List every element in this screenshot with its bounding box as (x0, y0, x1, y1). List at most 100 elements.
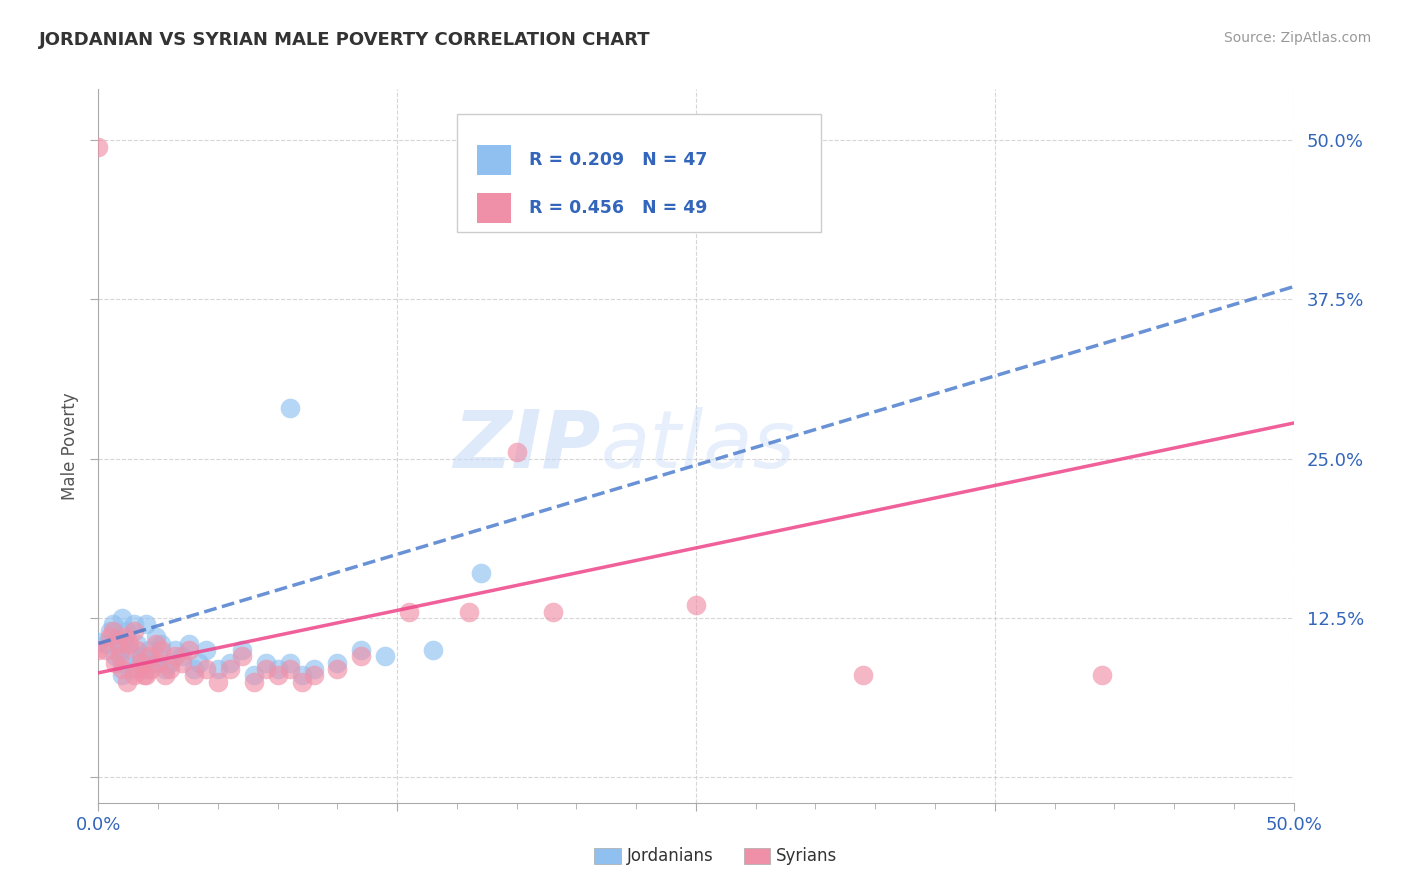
Point (125, 636, 148, 650)
Point (195, 643, 218, 657)
Point (163, 649, 186, 664)
Point (278, 656, 301, 670)
Point (94, 643, 117, 657)
Point (231, 643, 253, 657)
Point (506, 445, 529, 459)
Point (254, 656, 277, 670)
Text: Syrians: Syrians (776, 847, 838, 865)
Point (243, 674, 266, 689)
Point (155, 668, 177, 682)
Point (183, 662, 205, 676)
Point (350, 649, 373, 664)
Point (131, 649, 153, 664)
Point (124, 617, 146, 632)
Point (107, 630, 129, 644)
Point (125, 643, 148, 657)
Point (219, 656, 242, 670)
Point (183, 668, 205, 682)
Point (111, 668, 134, 682)
FancyBboxPatch shape (595, 848, 620, 864)
Point (135, 668, 157, 682)
Point (98, 624, 122, 638)
Point (541, 605, 564, 619)
Point (374, 649, 396, 664)
Text: Source: ZipAtlas.com: Source: ZipAtlas.com (1223, 31, 1371, 45)
Point (326, 656, 349, 670)
Point (101, 617, 124, 632)
Point (291, 674, 314, 689)
Point (207, 674, 229, 689)
Point (115, 624, 138, 638)
Point (159, 656, 181, 670)
Point (138, 649, 160, 664)
Text: R = 0.456   N = 49: R = 0.456 N = 49 (529, 200, 707, 218)
Point (87, 635, 110, 649)
Point (118, 643, 141, 657)
Point (148, 656, 170, 670)
Point (179, 636, 201, 650)
Point (108, 643, 131, 657)
FancyBboxPatch shape (457, 114, 821, 232)
Point (291, 668, 314, 682)
Point (149, 643, 172, 657)
Point (195, 662, 218, 676)
Point (135, 617, 157, 632)
Point (278, 401, 301, 415)
Text: atlas: atlas (600, 407, 796, 485)
Point (187, 656, 209, 670)
Point (458, 605, 481, 619)
Point (148, 649, 170, 664)
Point (124, 624, 146, 638)
Text: R = 0.209   N = 47: R = 0.209 N = 47 (529, 151, 707, 169)
Point (87, 139, 110, 153)
Point (128, 656, 150, 670)
Point (132, 668, 155, 682)
Point (159, 662, 181, 676)
Point (108, 649, 131, 664)
Point (124, 668, 146, 682)
Point (98, 630, 122, 644)
Point (104, 656, 127, 670)
Point (115, 674, 138, 689)
Point (302, 668, 325, 682)
Point (1091, 668, 1114, 682)
Point (139, 656, 162, 670)
Point (231, 649, 253, 664)
Point (124, 662, 146, 676)
FancyBboxPatch shape (477, 145, 510, 175)
Point (267, 662, 290, 676)
Point (179, 643, 201, 657)
Point (852, 668, 875, 682)
Point (111, 611, 134, 625)
Point (155, 662, 177, 676)
Point (139, 662, 162, 676)
Point (111, 656, 134, 670)
Point (302, 662, 325, 676)
Point (138, 643, 160, 657)
Point (254, 662, 277, 676)
FancyBboxPatch shape (477, 194, 510, 223)
Point (278, 662, 301, 676)
Point (104, 649, 127, 664)
Point (145, 630, 167, 644)
Point (685, 599, 707, 613)
Point (219, 662, 242, 676)
Point (111, 662, 134, 676)
Text: Jordanians: Jordanians (627, 847, 713, 865)
Point (114, 630, 136, 644)
Point (145, 636, 167, 650)
Point (207, 662, 229, 676)
Point (398, 605, 420, 619)
Point (94, 636, 117, 650)
Point (172, 649, 194, 664)
Text: ZIP: ZIP (453, 407, 600, 485)
Point (350, 643, 373, 657)
Point (422, 643, 444, 657)
Point (131, 656, 153, 670)
Point (326, 662, 349, 676)
Point (107, 636, 129, 650)
Point (267, 668, 290, 682)
Point (149, 636, 172, 650)
Y-axis label: Male Poverty: Male Poverty (60, 392, 79, 500)
Point (118, 636, 141, 650)
